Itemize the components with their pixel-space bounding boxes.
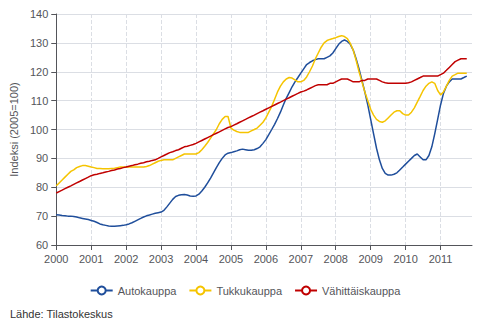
svg-text:2004: 2004 — [184, 253, 208, 265]
svg-text:2000: 2000 — [44, 253, 68, 265]
svg-text:2006: 2006 — [254, 253, 278, 265]
svg-text:60: 60 — [36, 239, 48, 251]
svg-text:2008: 2008 — [324, 253, 348, 265]
svg-text:110: 110 — [31, 95, 49, 107]
svg-text:140: 140 — [30, 8, 48, 20]
svg-text:Vähittäiskauppa: Vähittäiskauppa — [322, 285, 401, 297]
svg-text:90: 90 — [36, 152, 48, 164]
svg-text:130: 130 — [30, 37, 48, 49]
svg-text:2003: 2003 — [149, 253, 173, 265]
svg-text:120: 120 — [30, 66, 48, 78]
svg-text:80: 80 — [36, 181, 48, 193]
svg-text:2009: 2009 — [358, 253, 382, 265]
svg-text:2005: 2005 — [219, 253, 243, 265]
svg-text:Lähde: Tilastokeskus: Lähde: Tilastokeskus — [10, 308, 113, 320]
svg-text:Autokauppa: Autokauppa — [118, 285, 178, 297]
svg-text:Indeksi (2005=100): Indeksi (2005=100) — [8, 82, 20, 176]
svg-text:2007: 2007 — [289, 253, 313, 265]
svg-text:2001: 2001 — [79, 253, 103, 265]
svg-text:70: 70 — [36, 210, 48, 222]
svg-text:2011: 2011 — [429, 253, 453, 265]
svg-text:Tukkukauppa: Tukkukauppa — [216, 285, 283, 297]
svg-text:100: 100 — [30, 124, 48, 136]
svg-text:2002: 2002 — [114, 253, 138, 265]
svg-text:2010: 2010 — [393, 253, 417, 265]
